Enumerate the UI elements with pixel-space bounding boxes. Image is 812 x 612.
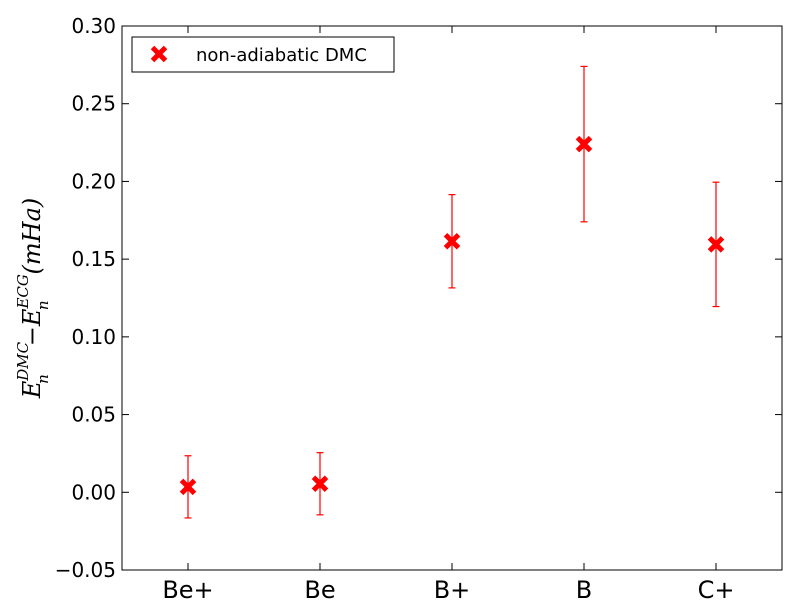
plot-frame (121, 25, 783, 571)
y-tick-label: 0.20 (71, 169, 116, 193)
ylabel-main: E (18, 380, 46, 399)
x-tick-label: Be+ (162, 576, 213, 604)
data-point-stroke (575, 135, 593, 153)
legend: non-adiabatic DMC (131, 36, 395, 73)
data-point (575, 135, 593, 153)
ylabel-sup2: ECG (14, 274, 32, 309)
y-tick-label: 0.05 (71, 403, 116, 427)
data-point (311, 475, 329, 493)
legend-label: non-adiabatic DMC (196, 45, 367, 66)
y-tick-label: 0.00 (71, 480, 116, 504)
y-tick-label: 0.15 (71, 247, 116, 271)
data-point-stroke (443, 233, 461, 250)
x-tick-label: Be (304, 576, 335, 604)
legend-marker-x-stroke (150, 45, 168, 63)
data-point (179, 478, 197, 496)
y-tick-label: 0.10 (71, 325, 116, 349)
ylabel-sub2: n (34, 300, 52, 310)
y-tick-label: 0.30 (71, 14, 116, 38)
y-tick-label: −0.05 (55, 558, 116, 582)
x-tick-label: C+ (698, 576, 735, 604)
data-point-stroke (179, 478, 197, 496)
ylabel-main2: E (18, 308, 46, 327)
y-axis-label: EDMC n−EECG n(mHa) (14, 198, 52, 400)
y-tick-label: 0.25 (71, 92, 116, 116)
ylabel-sub: n (34, 374, 52, 384)
data-point-stroke (707, 236, 725, 253)
plot-area: −0.05 0.00 0.05 0.10 0.15 0.20 0.25 0.30 Be+ Be B+… (55, 14, 783, 604)
x-tick-label: B (576, 576, 592, 604)
legend-marker-x (150, 45, 168, 63)
data-point-stroke (311, 475, 329, 493)
ylabel-unit: (mHa) (18, 198, 46, 275)
ylabel-sup: DMC (14, 341, 32, 381)
data-point (443, 233, 461, 250)
data-point (707, 236, 725, 253)
x-tick-label: B+ (434, 576, 471, 604)
legend-marker (150, 45, 168, 63)
ylabel-minus: − (18, 326, 46, 346)
legend-box (131, 36, 395, 73)
